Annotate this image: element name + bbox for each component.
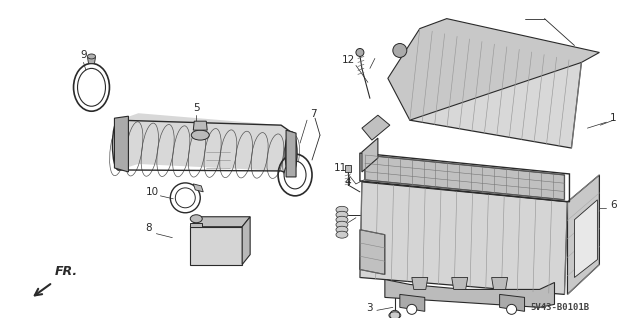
Polygon shape bbox=[492, 278, 508, 289]
Ellipse shape bbox=[88, 54, 95, 59]
Ellipse shape bbox=[336, 221, 348, 228]
Ellipse shape bbox=[336, 206, 348, 213]
Text: 5V43-B0101B: 5V43-B0101B bbox=[531, 303, 589, 312]
Text: 1: 1 bbox=[610, 113, 617, 123]
Ellipse shape bbox=[336, 211, 348, 218]
Polygon shape bbox=[193, 121, 207, 130]
Circle shape bbox=[407, 304, 417, 314]
Circle shape bbox=[507, 304, 516, 314]
Polygon shape bbox=[345, 165, 351, 172]
Ellipse shape bbox=[113, 120, 124, 170]
Text: 12: 12 bbox=[341, 56, 355, 65]
Circle shape bbox=[390, 310, 400, 319]
Text: 5: 5 bbox=[193, 103, 200, 113]
Polygon shape bbox=[410, 29, 581, 148]
Polygon shape bbox=[360, 182, 568, 294]
Ellipse shape bbox=[190, 215, 202, 223]
Ellipse shape bbox=[336, 216, 348, 223]
Polygon shape bbox=[190, 227, 242, 264]
Text: 8: 8 bbox=[145, 223, 152, 233]
Polygon shape bbox=[568, 175, 600, 294]
Polygon shape bbox=[115, 116, 129, 172]
Ellipse shape bbox=[77, 68, 106, 106]
Polygon shape bbox=[193, 184, 204, 192]
Polygon shape bbox=[360, 230, 385, 274]
Polygon shape bbox=[190, 223, 202, 227]
Circle shape bbox=[393, 43, 407, 57]
Text: 11: 11 bbox=[333, 163, 347, 173]
Polygon shape bbox=[88, 57, 95, 63]
Polygon shape bbox=[362, 138, 378, 172]
Polygon shape bbox=[388, 19, 600, 120]
Ellipse shape bbox=[336, 231, 348, 238]
Polygon shape bbox=[385, 279, 554, 307]
Polygon shape bbox=[365, 155, 564, 200]
Text: 4: 4 bbox=[344, 177, 351, 187]
Text: 7: 7 bbox=[310, 109, 316, 119]
Polygon shape bbox=[452, 278, 468, 289]
Text: 3: 3 bbox=[367, 303, 373, 313]
Polygon shape bbox=[575, 200, 597, 278]
Circle shape bbox=[356, 48, 364, 56]
Ellipse shape bbox=[336, 226, 348, 233]
Text: 9: 9 bbox=[80, 50, 87, 61]
Text: 10: 10 bbox=[146, 187, 159, 197]
Polygon shape bbox=[412, 278, 428, 289]
Text: FR.: FR. bbox=[54, 265, 77, 278]
Ellipse shape bbox=[284, 161, 306, 189]
Polygon shape bbox=[286, 130, 296, 177]
Ellipse shape bbox=[175, 188, 195, 208]
Polygon shape bbox=[400, 294, 425, 311]
Polygon shape bbox=[118, 113, 291, 175]
Text: 6: 6 bbox=[610, 200, 617, 210]
Ellipse shape bbox=[285, 132, 297, 174]
Polygon shape bbox=[190, 217, 250, 227]
Text: 2: 2 bbox=[337, 213, 343, 223]
Polygon shape bbox=[500, 294, 525, 311]
Polygon shape bbox=[362, 115, 390, 140]
Ellipse shape bbox=[191, 130, 209, 140]
Polygon shape bbox=[242, 217, 250, 264]
